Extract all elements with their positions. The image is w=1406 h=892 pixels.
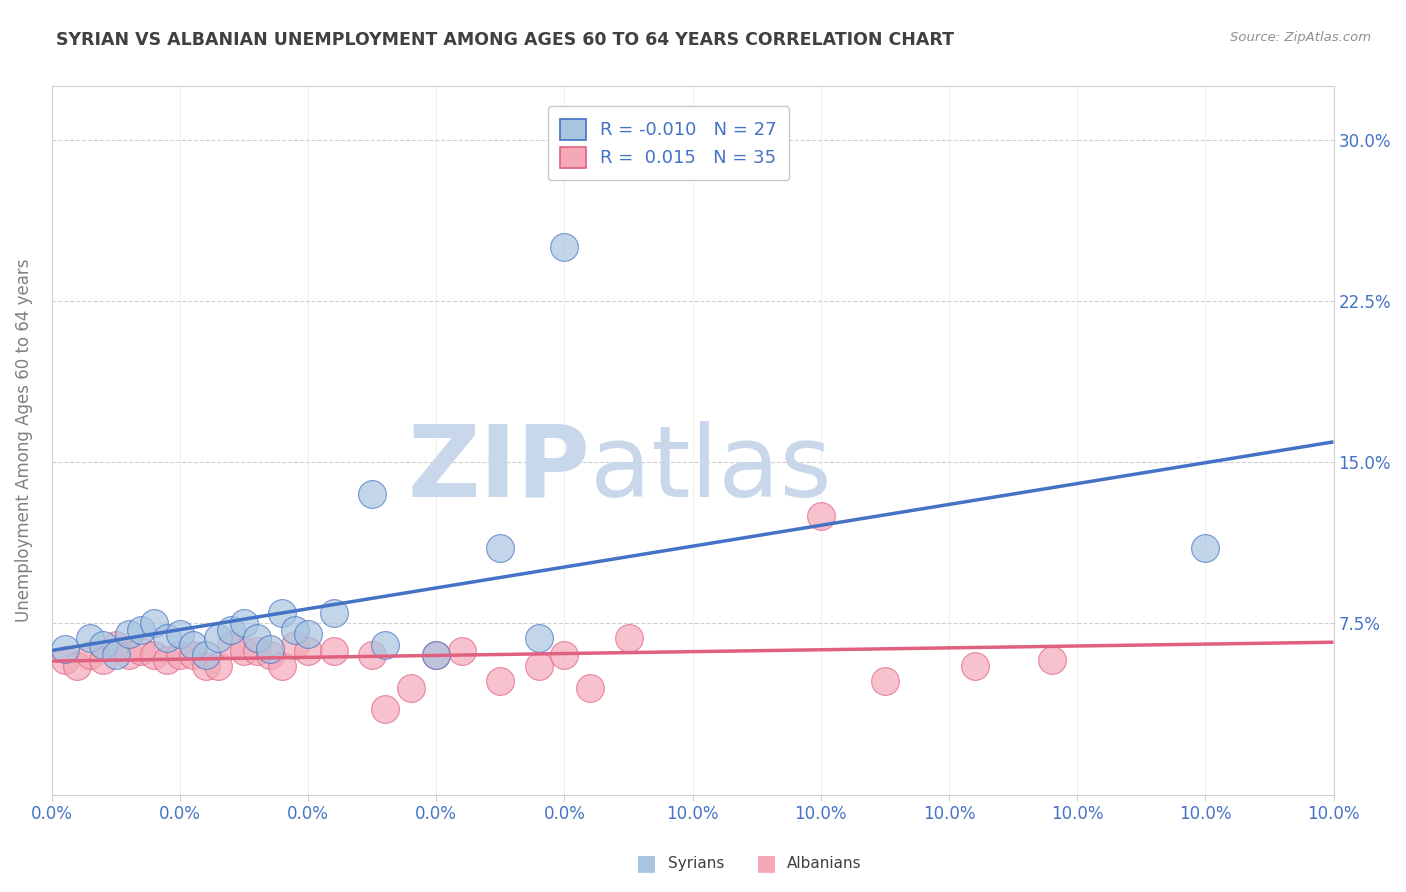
Point <box>219 638 242 652</box>
Point <box>233 644 256 658</box>
Point <box>219 623 242 637</box>
Point <box>1194 541 1216 555</box>
Point <box>91 653 114 667</box>
Point <box>194 659 217 673</box>
Point <box>79 632 101 646</box>
Text: Albanians: Albanians <box>787 856 862 871</box>
Point <box>284 623 307 637</box>
Point <box>489 674 512 689</box>
Point <box>553 240 575 254</box>
Text: ZIP: ZIP <box>408 420 591 517</box>
Point <box>156 653 179 667</box>
Point <box>246 644 269 658</box>
Point <box>361 487 384 501</box>
Text: SYRIAN VS ALBANIAN UNEMPLOYMENT AMONG AGES 60 TO 64 YEARS CORRELATION CHART: SYRIAN VS ALBANIAN UNEMPLOYMENT AMONG AG… <box>56 31 955 49</box>
Point <box>451 644 474 658</box>
Point <box>53 642 76 657</box>
Point <box>873 674 896 689</box>
Point <box>259 642 281 657</box>
Point <box>207 659 229 673</box>
Point <box>1040 653 1063 667</box>
Point <box>271 606 294 620</box>
Point <box>322 606 344 620</box>
Point <box>322 644 344 658</box>
Text: Source: ZipAtlas.com: Source: ZipAtlas.com <box>1230 31 1371 45</box>
Point <box>374 638 396 652</box>
Text: atlas: atlas <box>591 420 832 517</box>
Point <box>169 627 191 641</box>
Point <box>53 653 76 667</box>
Point <box>194 648 217 663</box>
Point <box>131 644 153 658</box>
Point <box>131 623 153 637</box>
Point <box>118 627 141 641</box>
Point <box>425 648 447 663</box>
Point <box>527 632 550 646</box>
Point <box>284 638 307 652</box>
Point <box>104 648 127 663</box>
Point <box>527 659 550 673</box>
Point <box>425 648 447 663</box>
Point <box>553 648 575 663</box>
Point <box>399 681 422 695</box>
Point <box>143 616 166 631</box>
Point <box>810 508 832 523</box>
Point <box>259 648 281 663</box>
Point <box>104 638 127 652</box>
Point <box>361 648 384 663</box>
Text: Syrians: Syrians <box>668 856 724 871</box>
Point <box>169 648 191 663</box>
Point <box>91 638 114 652</box>
Text: ■: ■ <box>637 854 657 873</box>
Point <box>233 616 256 631</box>
Point <box>181 648 204 663</box>
Point <box>181 638 204 652</box>
Legend: R = -0.010   N = 27, R =  0.015   N = 35: R = -0.010 N = 27, R = 0.015 N = 35 <box>548 106 790 180</box>
Point <box>271 659 294 673</box>
Point <box>66 659 89 673</box>
Point <box>617 632 640 646</box>
Point <box>579 681 602 695</box>
Point <box>118 648 141 663</box>
Point <box>374 702 396 716</box>
Point <box>297 627 319 641</box>
Point <box>143 648 166 663</box>
Y-axis label: Unemployment Among Ages 60 to 64 years: Unemployment Among Ages 60 to 64 years <box>15 259 32 623</box>
Point <box>156 632 179 646</box>
Point <box>207 632 229 646</box>
Point <box>963 659 986 673</box>
Point <box>297 644 319 658</box>
Point <box>489 541 512 555</box>
Point <box>246 632 269 646</box>
Text: ■: ■ <box>756 854 776 873</box>
Point <box>79 648 101 663</box>
